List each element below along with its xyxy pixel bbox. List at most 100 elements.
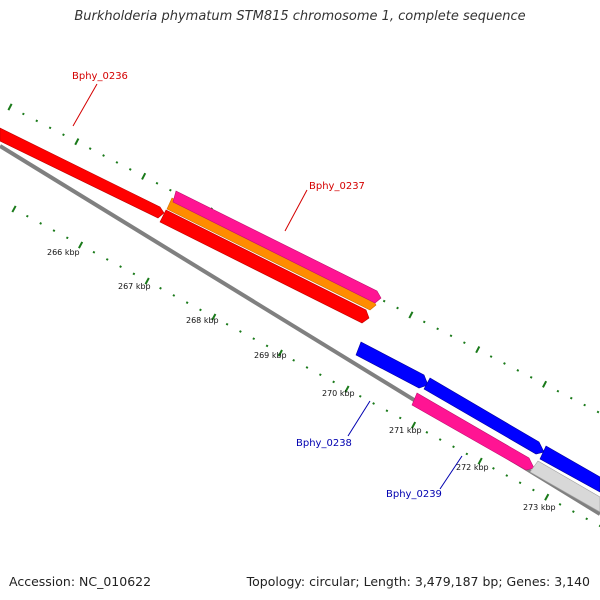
outer-ring-tick (169, 188, 172, 192)
gene-arrow-bphy-0239-gray[interactable] (529, 460, 600, 513)
outer-ring-tick (436, 327, 439, 331)
leader-bphy-0239 (439, 455, 463, 490)
inner-ring-tick (505, 474, 509, 477)
inner-ring-tick (11, 205, 17, 213)
leader-bphy-0238 (347, 400, 371, 437)
outer-ring-tick (88, 147, 92, 150)
outer-ring-tick (128, 168, 132, 171)
leader-bphy-0236 (72, 83, 98, 127)
tick-label-266: 266 kbp (47, 248, 80, 257)
inner-ring-tick (211, 313, 217, 321)
inner-ring-tick (332, 380, 335, 384)
gene-arrow-bphy-0238-b[interactable] (423, 377, 545, 455)
inner-ring-tick (185, 301, 189, 305)
inner-ring-tick (105, 258, 109, 261)
outer-ring-tick (155, 181, 159, 185)
outer-ring-tick (74, 138, 80, 146)
inner-ring-tick (305, 366, 309, 369)
inner-ring-tick (532, 488, 535, 492)
outer-ring-tick (422, 320, 426, 324)
inner-ring-tick (452, 445, 455, 449)
outer-ring-tick (382, 299, 386, 303)
outer-ring-tick (529, 375, 533, 379)
gene-label-bphy-0239[interactable]: Bphy_0239 (386, 489, 442, 500)
gene-arrow-bphy-0238-a[interactable] (355, 341, 429, 389)
gene-arrow-bphy-0237-pink[interactable] (172, 190, 382, 304)
outer-ring-tick (489, 355, 493, 358)
inner-ring-tick (372, 402, 375, 405)
inner-ring-tick (425, 430, 429, 434)
outer-ring-tick (408, 311, 414, 319)
outer-ring-tick (115, 161, 119, 164)
inner-ring-tick (558, 503, 562, 506)
outer-ring-tick (7, 103, 13, 111)
inner-ring-tick (52, 229, 56, 232)
gene-label-bphy-0238[interactable]: Bphy_0238 (296, 438, 352, 449)
inner-ring-tick (492, 467, 495, 470)
inner-ring-tick (358, 394, 362, 398)
outer-ring-tick (542, 380, 548, 388)
outer-ring-tick (48, 126, 52, 130)
accession-text: Accession: NC_010622 (9, 574, 152, 589)
inner-ring-tick (172, 294, 176, 297)
gene-arrow-bphy-0236-a[interactable] (0, 127, 165, 219)
outer-ring-tick (556, 389, 560, 393)
inner-tick-ring (11, 205, 600, 528)
inner-ring-tick (292, 358, 296, 362)
outer-ring-tick (583, 403, 586, 407)
inner-ring-tick (92, 250, 96, 254)
inner-ring-tick (239, 330, 242, 333)
inner-ring-tick (119, 265, 122, 268)
tick-label-270: 270 kbp (322, 389, 355, 398)
inner-ring-tick (344, 385, 350, 393)
gene-label-bphy-0236[interactable]: Bphy_0236 (72, 71, 128, 82)
map-title: Burkholderia phymatum STM815 chromosome … (74, 9, 526, 24)
inner-ring-tick (398, 416, 402, 420)
inner-ring-tick (159, 286, 162, 290)
inner-ring-tick (39, 222, 42, 225)
tick-label-267: 267 kbp (118, 282, 151, 291)
outer-ring-tick (475, 346, 481, 354)
tick-label-268: 268 kbp (186, 316, 219, 325)
outer-ring-tick (596, 410, 600, 414)
tick-label-272: 272 kbp (456, 463, 489, 472)
inner-ring-tick (225, 322, 229, 326)
inner-ring-tick (411, 421, 417, 429)
outer-ring-tick (22, 112, 25, 116)
gene-label-bphy-0237[interactable]: Bphy_0237 (309, 181, 365, 192)
inner-ring-tick (25, 214, 29, 218)
outer-ring-tick (569, 396, 573, 400)
outer-ring-tick (516, 369, 520, 372)
inner-ring-tick (477, 457, 483, 465)
inner-ring-tick (465, 452, 469, 456)
gene-arrow-bphy-0237-cds[interactable] (159, 209, 370, 324)
tick-label-269: 269 kbp (254, 351, 287, 360)
gene-arrow-bphy-0238-c[interactable] (539, 445, 600, 493)
inner-ring-tick (544, 493, 550, 501)
inner-ring-tick (438, 438, 442, 441)
outer-ring-tick (102, 154, 105, 157)
inner-ring-tick (65, 236, 69, 240)
inner-ring-tick (585, 517, 589, 521)
outer-ring-tick (141, 172, 147, 180)
outer-ring-tick (449, 334, 453, 338)
genome-stats-text: Topology: circular; Length: 3,479,187 bp… (246, 574, 590, 589)
outer-ring-tick (396, 306, 399, 310)
tick-label-273: 273 kbp (523, 503, 556, 512)
inner-ring-tick (252, 337, 256, 341)
inner-ring-tick (385, 409, 389, 413)
inner-ring-tick (318, 373, 322, 377)
inner-ring-tick (572, 510, 575, 513)
inner-ring-tick (78, 241, 84, 249)
leader-bphy-0237 (284, 189, 308, 232)
gene-arrow-bphy-0239-pink[interactable] (411, 392, 535, 471)
inner-ring-tick (199, 308, 202, 312)
inner-ring-tick (518, 481, 522, 485)
inner-ring-tick (277, 349, 283, 357)
tick-label-271: 271 kbp (389, 426, 422, 435)
inner-ring-tick (132, 272, 136, 276)
outer-ring-tick (463, 341, 466, 345)
outer-ring-tick (62, 133, 65, 137)
outer-ring-tick (503, 362, 506, 365)
